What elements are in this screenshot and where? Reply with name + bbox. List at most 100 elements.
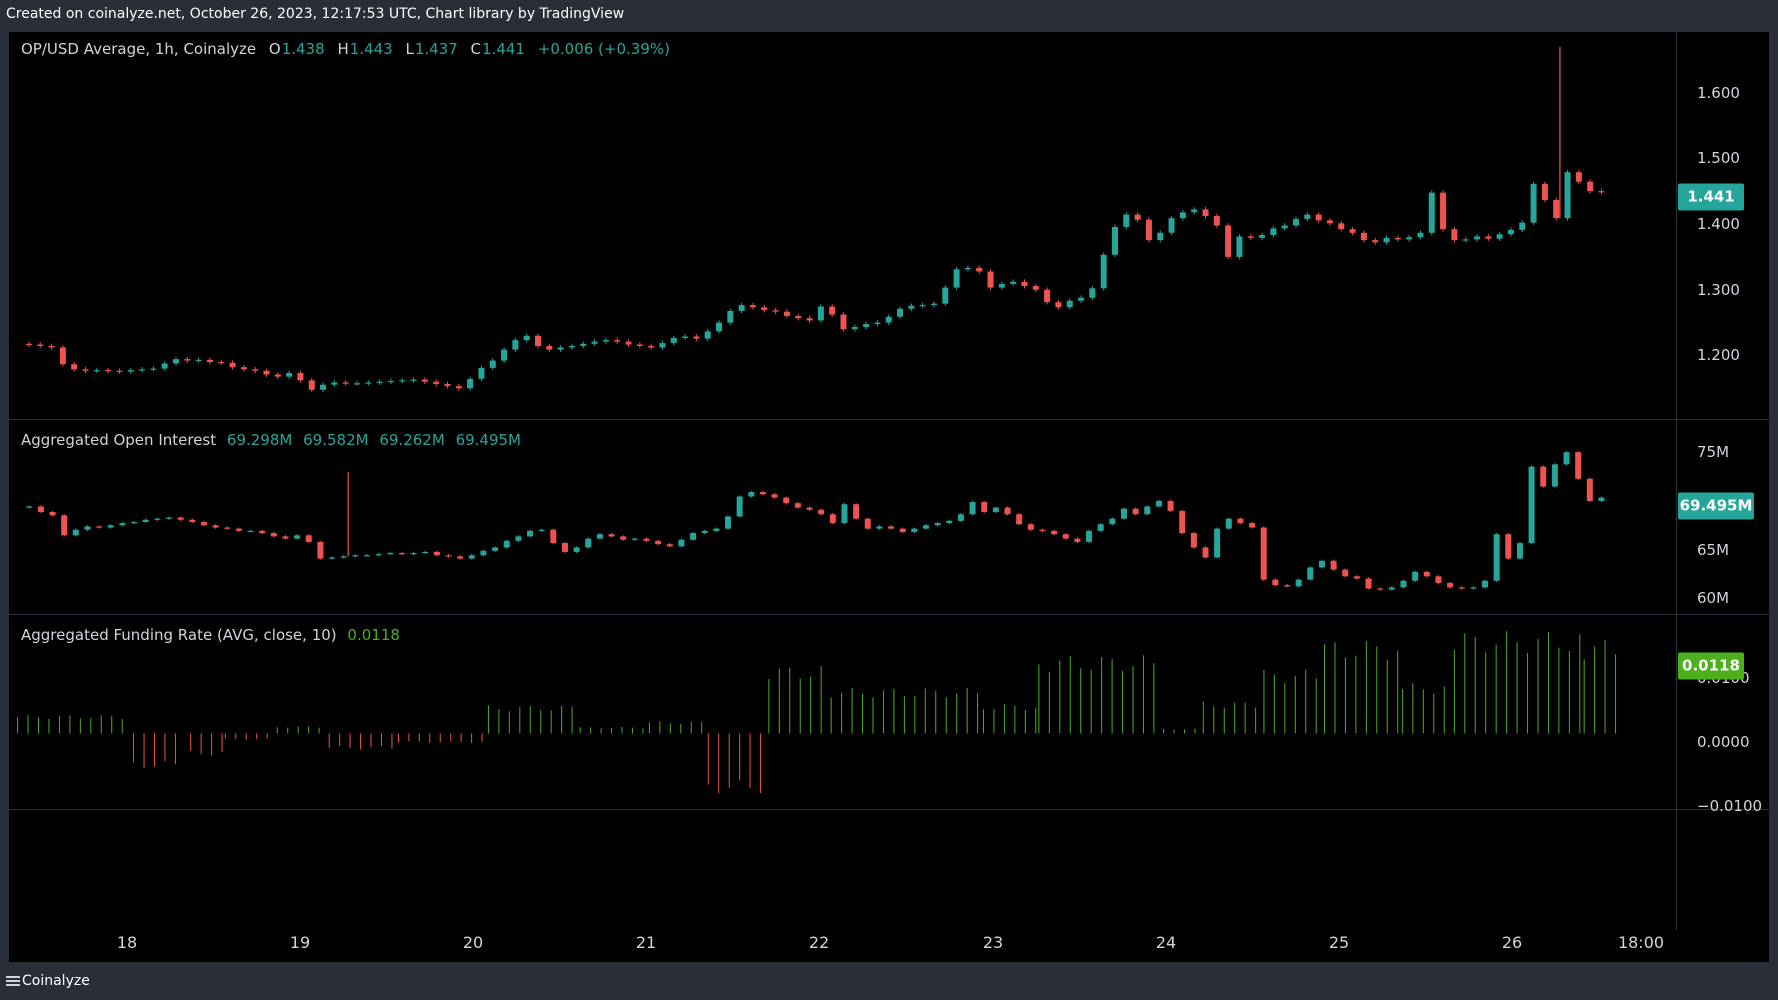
chart-canvas[interactable] [9,32,1769,962]
price-candle [1326,220,1333,224]
oi-low-value: 69.262M [379,431,445,449]
price-candle [1270,228,1277,235]
oi-candle [1004,507,1011,515]
oi-candle [783,497,790,504]
price-candle [365,382,372,384]
oi-candle [1563,452,1570,465]
chart-frame[interactable]: OP/USD Average, 1h, Coinalyze O1.438 H1.… [9,32,1769,962]
price-candle [71,364,78,370]
oi-candle [608,534,615,537]
price-candle [987,271,994,288]
oi-candle [1575,452,1582,479]
price-candle [1553,199,1560,219]
price-candle [908,305,915,309]
price-candle [1202,209,1209,217]
oi-candle [1284,585,1291,587]
price-candle [783,311,790,317]
menu-icon[interactable] [6,974,20,988]
x-tick-18: 18 [116,933,138,952]
oi-candle [1516,543,1523,559]
price-candle [1259,234,1266,238]
price-candle [1168,218,1175,233]
funding-tick-negative: −0.0100 [1697,797,1763,815]
price-candle [535,335,542,346]
price-candle [467,378,474,389]
oi-candle [725,516,732,529]
oi-candle [1365,578,1372,589]
price-tick-1300: 1.300 [1697,281,1740,299]
oi-candle [946,520,953,524]
price-candle [1010,281,1017,284]
price-candle [1021,281,1028,287]
oi-candle [631,538,638,540]
x-tick-23: 23 [982,933,1004,952]
open-value: 1.438 [281,40,325,58]
close-value: 1.441 [482,40,525,58]
price-candle [602,340,609,342]
price-tick-1600: 1.600 [1697,84,1740,102]
oi-candle [375,554,382,556]
funding-legend: Aggregated Funding Rate (AVG, close, 10)… [21,626,400,644]
oi-candle [37,506,44,513]
oi-candle [154,518,161,520]
pane-separator-2[interactable] [9,614,1769,615]
oi-candle [468,555,475,559]
price-candle [274,374,281,377]
oi-candle [422,551,429,554]
price-tick-1500: 1.500 [1697,149,1740,167]
price-candle [1406,237,1413,240]
oi-candle [1016,514,1023,525]
price-candle [1032,286,1039,290]
funding-tick-zero: 0.0000 [1697,733,1750,751]
oi-candle [457,556,464,559]
price-candle [82,369,89,371]
oi-candle [1586,478,1593,501]
price-candle [863,324,870,327]
price-candle [614,340,621,342]
price-candle [252,369,259,371]
price-candle [161,363,168,369]
price-candle [772,310,779,312]
price-candle [795,316,802,319]
oi-candle [1062,534,1069,539]
price-candle [376,381,383,383]
price-candle [1123,214,1130,227]
oi-candle [247,530,254,533]
oi-candle [480,550,487,556]
oi-candle [1074,538,1081,542]
oi-candle [1470,587,1477,589]
oi-series-title: Aggregated Open Interest [21,431,217,449]
price-candle [59,347,66,365]
low-value: 1.437 [414,40,458,58]
price-candle [331,382,338,385]
price-candle [1157,232,1164,241]
price-candle [1134,214,1141,220]
oi-open-value: 69.298M [226,431,293,449]
footer-brand[interactable]: Coinalyze [22,973,90,989]
footer-bar: Coinalyze [0,962,1778,1000]
x-tick-22: 22 [808,933,830,952]
oi-candle [864,518,871,529]
oi-candle [235,528,242,531]
price-candle [1485,236,1492,239]
oi-candle [340,556,347,558]
oi-candle [49,512,56,516]
oi-candle [84,526,91,530]
oi-candle [899,528,906,532]
oi-candle [561,543,568,552]
price-candle [1304,214,1311,219]
oi-candle [398,553,405,555]
price-candle [387,381,394,383]
price-candle [648,345,655,348]
price-candle [172,359,179,364]
price-candle [557,347,564,350]
oi-candle [1551,464,1558,487]
pane-separator-1[interactable] [9,419,1769,420]
oi-candle [166,517,173,519]
oi-candle [1202,547,1209,558]
oi-candle [771,494,778,498]
price-axis-separator [1676,32,1677,930]
oi-candle [142,519,149,522]
oi-candle [701,530,708,534]
oi-candle [1353,576,1360,579]
